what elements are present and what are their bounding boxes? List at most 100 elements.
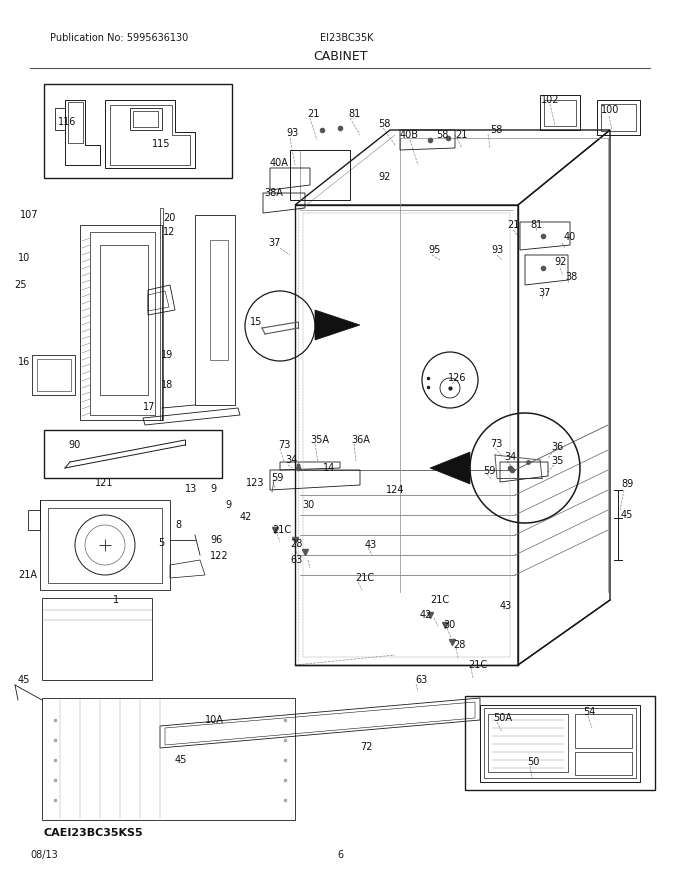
Text: 59: 59 xyxy=(483,466,495,476)
Text: EI23BC35K: EI23BC35K xyxy=(320,33,373,43)
Text: 54: 54 xyxy=(583,707,596,717)
Text: 28: 28 xyxy=(290,539,303,549)
Text: 58: 58 xyxy=(490,125,503,135)
Text: 81: 81 xyxy=(348,109,360,119)
Text: 93: 93 xyxy=(491,245,503,255)
Text: 21: 21 xyxy=(455,130,467,140)
Text: 21C: 21C xyxy=(430,595,449,605)
Bar xyxy=(544,100,576,126)
Text: 8: 8 xyxy=(175,520,181,530)
Text: 9: 9 xyxy=(210,484,216,494)
Text: 36: 36 xyxy=(551,442,563,452)
Text: 89: 89 xyxy=(621,479,633,489)
Text: 116: 116 xyxy=(58,117,76,127)
Text: Publication No: 5995636130: Publication No: 5995636130 xyxy=(50,33,188,43)
Bar xyxy=(575,752,632,775)
Text: 96: 96 xyxy=(210,535,222,545)
Text: 9: 9 xyxy=(225,500,231,510)
Text: 36A: 36A xyxy=(351,435,370,445)
Text: 13: 13 xyxy=(185,484,197,494)
Text: 6: 6 xyxy=(337,850,343,860)
Polygon shape xyxy=(315,310,360,340)
Text: 10A: 10A xyxy=(205,715,224,725)
Bar xyxy=(465,696,655,790)
Text: 21: 21 xyxy=(507,220,520,230)
Text: 45: 45 xyxy=(18,675,31,685)
Text: 18: 18 xyxy=(161,380,173,390)
Text: 63: 63 xyxy=(415,675,427,685)
Text: 93: 93 xyxy=(286,128,299,138)
Text: 92: 92 xyxy=(378,172,390,182)
Text: 35A: 35A xyxy=(310,435,329,445)
Text: CAEI23BC35KS5: CAEI23BC35KS5 xyxy=(44,828,143,838)
Text: 42: 42 xyxy=(240,512,252,522)
Text: 38A: 38A xyxy=(264,188,283,198)
Text: 21C: 21C xyxy=(468,660,487,670)
Text: 92: 92 xyxy=(554,257,566,267)
Bar xyxy=(303,213,510,657)
Bar xyxy=(37,359,71,391)
Text: 1: 1 xyxy=(113,595,119,605)
Text: 30: 30 xyxy=(302,500,314,510)
Bar xyxy=(44,84,232,178)
Bar xyxy=(597,100,640,135)
Bar xyxy=(601,104,636,131)
Text: 34: 34 xyxy=(504,452,516,462)
Text: 102: 102 xyxy=(541,95,560,105)
Text: 10: 10 xyxy=(18,253,30,263)
Text: 81: 81 xyxy=(530,220,542,230)
Text: 115: 115 xyxy=(152,139,171,149)
Text: 73: 73 xyxy=(490,439,503,449)
Text: 5: 5 xyxy=(158,538,165,548)
Text: 40B: 40B xyxy=(400,130,419,140)
Text: 72: 72 xyxy=(360,742,373,752)
Text: 107: 107 xyxy=(20,210,39,220)
Text: 122: 122 xyxy=(210,551,228,561)
Text: 50A: 50A xyxy=(493,713,512,723)
Text: 12: 12 xyxy=(163,227,175,237)
Text: 34: 34 xyxy=(285,455,297,465)
Text: 21C: 21C xyxy=(355,573,374,583)
Text: 37: 37 xyxy=(268,238,280,248)
Text: 38: 38 xyxy=(565,272,577,282)
Text: 21C: 21C xyxy=(272,525,291,535)
Text: 43: 43 xyxy=(500,601,512,611)
Bar xyxy=(210,240,228,360)
Text: 25: 25 xyxy=(14,280,27,290)
Text: 35: 35 xyxy=(551,456,563,466)
Text: 121: 121 xyxy=(95,478,114,488)
Bar xyxy=(100,245,148,395)
Text: 123: 123 xyxy=(246,478,265,488)
Text: 58: 58 xyxy=(378,119,390,129)
Text: 100: 100 xyxy=(601,105,619,115)
Text: 21A: 21A xyxy=(18,570,37,580)
Text: 73: 73 xyxy=(278,440,290,450)
Text: 17: 17 xyxy=(143,402,155,412)
Text: 40A: 40A xyxy=(270,158,289,168)
Text: 08/13: 08/13 xyxy=(30,850,58,860)
Text: 16: 16 xyxy=(18,357,30,367)
Text: 43: 43 xyxy=(365,540,377,550)
Bar xyxy=(133,111,158,127)
Text: 21: 21 xyxy=(307,109,320,119)
Text: 37: 37 xyxy=(538,288,550,298)
Text: 42: 42 xyxy=(420,610,432,620)
Text: 30: 30 xyxy=(443,620,455,630)
Bar xyxy=(130,108,162,130)
Text: 50: 50 xyxy=(527,757,539,767)
Text: 58: 58 xyxy=(436,130,448,140)
Text: 40: 40 xyxy=(564,232,576,242)
Text: 28: 28 xyxy=(453,640,465,650)
Bar xyxy=(575,714,632,748)
Bar xyxy=(488,714,568,772)
Text: 45: 45 xyxy=(175,755,188,765)
Bar xyxy=(540,95,580,130)
Text: 124: 124 xyxy=(386,485,405,495)
Text: 59: 59 xyxy=(271,473,284,483)
Text: 45: 45 xyxy=(621,510,633,520)
Bar xyxy=(32,355,75,395)
Text: 126: 126 xyxy=(448,373,466,383)
Text: 14: 14 xyxy=(323,463,335,473)
Text: 90: 90 xyxy=(68,440,80,450)
Text: CABINET: CABINET xyxy=(313,50,367,63)
